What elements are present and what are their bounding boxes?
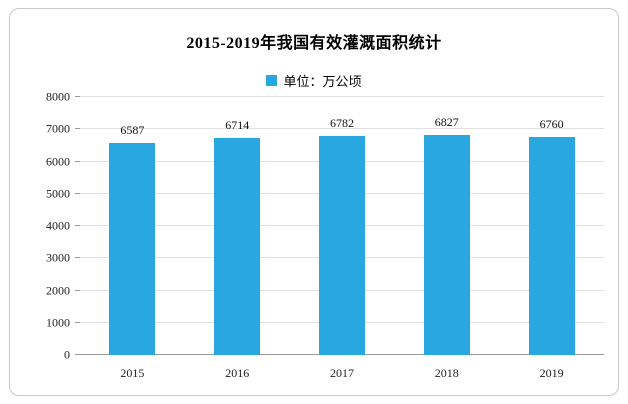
y-tick-label: 0 bbox=[64, 347, 70, 362]
bar-value-label: 6827 bbox=[434, 114, 459, 129]
chart-title: 2015-2019年我国有效灌溉面积统计 bbox=[186, 35, 442, 52]
y-tick-label: 5000 bbox=[46, 186, 70, 201]
y-axis: 0 1000 2000 3000 4000 5000 6000 7000 8000 bbox=[28, 90, 80, 362]
gridline bbox=[80, 128, 604, 130]
gridline bbox=[80, 96, 604, 97]
y-tick-label: 3000 bbox=[46, 250, 70, 265]
bar-slot-2015: 6587 bbox=[80, 97, 185, 355]
y-tick-mark bbox=[75, 354, 80, 355]
bar-chart-area: 0 1000 2000 3000 4000 5000 6000 7000 8000 6587 67… bbox=[28, 90, 604, 362]
y-tick-label: 4000 bbox=[46, 218, 70, 233]
bar-2018[interactable] bbox=[423, 134, 470, 355]
x-tick-label: 2016 bbox=[225, 366, 250, 380]
bar-slot-2019: 6760 bbox=[499, 97, 604, 355]
y-tick-label: 8000 bbox=[46, 89, 70, 104]
chart-card: 2015-2019年我国有效灌溉面积统计 单位：万公顷 0 1000 2000 300… bbox=[9, 8, 619, 396]
bar-value-label: 6587 bbox=[120, 122, 145, 137]
y-tick-mark bbox=[75, 96, 80, 97]
bar-2019[interactable] bbox=[528, 137, 575, 355]
x-axis-labels: 2015 2016 2017 2018 2019 bbox=[80, 366, 604, 381]
x-tick-label: 2019 bbox=[539, 366, 564, 380]
legend-label: 单位：万公顷 bbox=[283, 74, 362, 89]
y-tick-mark bbox=[75, 192, 80, 194]
bar-2015[interactable] bbox=[109, 142, 156, 355]
x-tick-label: 2018 bbox=[434, 366, 459, 380]
bar-value-label: 6760 bbox=[539, 117, 564, 131]
y-tick-label: 7000 bbox=[46, 121, 70, 136]
bar-slot-2016: 6714 bbox=[185, 97, 290, 355]
y-tick-label: 6000 bbox=[46, 154, 70, 168]
bar-slot-2018: 6827 bbox=[394, 97, 499, 355]
bars-container: 6587 6714 6782 6827 6760 bbox=[80, 97, 604, 355]
bar-value-label: 6714 bbox=[225, 118, 250, 133]
y-tick-mark bbox=[75, 160, 80, 162]
bar-value-label: 6782 bbox=[329, 116, 354, 131]
y-tick-mark bbox=[75, 257, 80, 259]
plot-area: 6587 6714 6782 6827 6760 bbox=[80, 96, 604, 355]
y-tick-mark bbox=[75, 128, 80, 130]
x-tick-label: 2017 bbox=[329, 366, 354, 380]
y-tick-mark bbox=[75, 289, 80, 291]
chart-legend: 单位：万公顷 bbox=[10, 71, 618, 90]
legend-swatch-icon bbox=[266, 75, 278, 86]
bar-2017[interactable] bbox=[318, 136, 365, 355]
x-tick-label: 2015 bbox=[120, 366, 145, 380]
y-tick-label: 2000 bbox=[46, 283, 70, 297]
y-tick-mark bbox=[75, 225, 80, 226]
y-tick-mark bbox=[75, 321, 80, 323]
y-tick-label: 1000 bbox=[46, 315, 70, 330]
bar-2016[interactable] bbox=[214, 138, 261, 355]
bar-slot-2017: 6782 bbox=[290, 97, 395, 355]
